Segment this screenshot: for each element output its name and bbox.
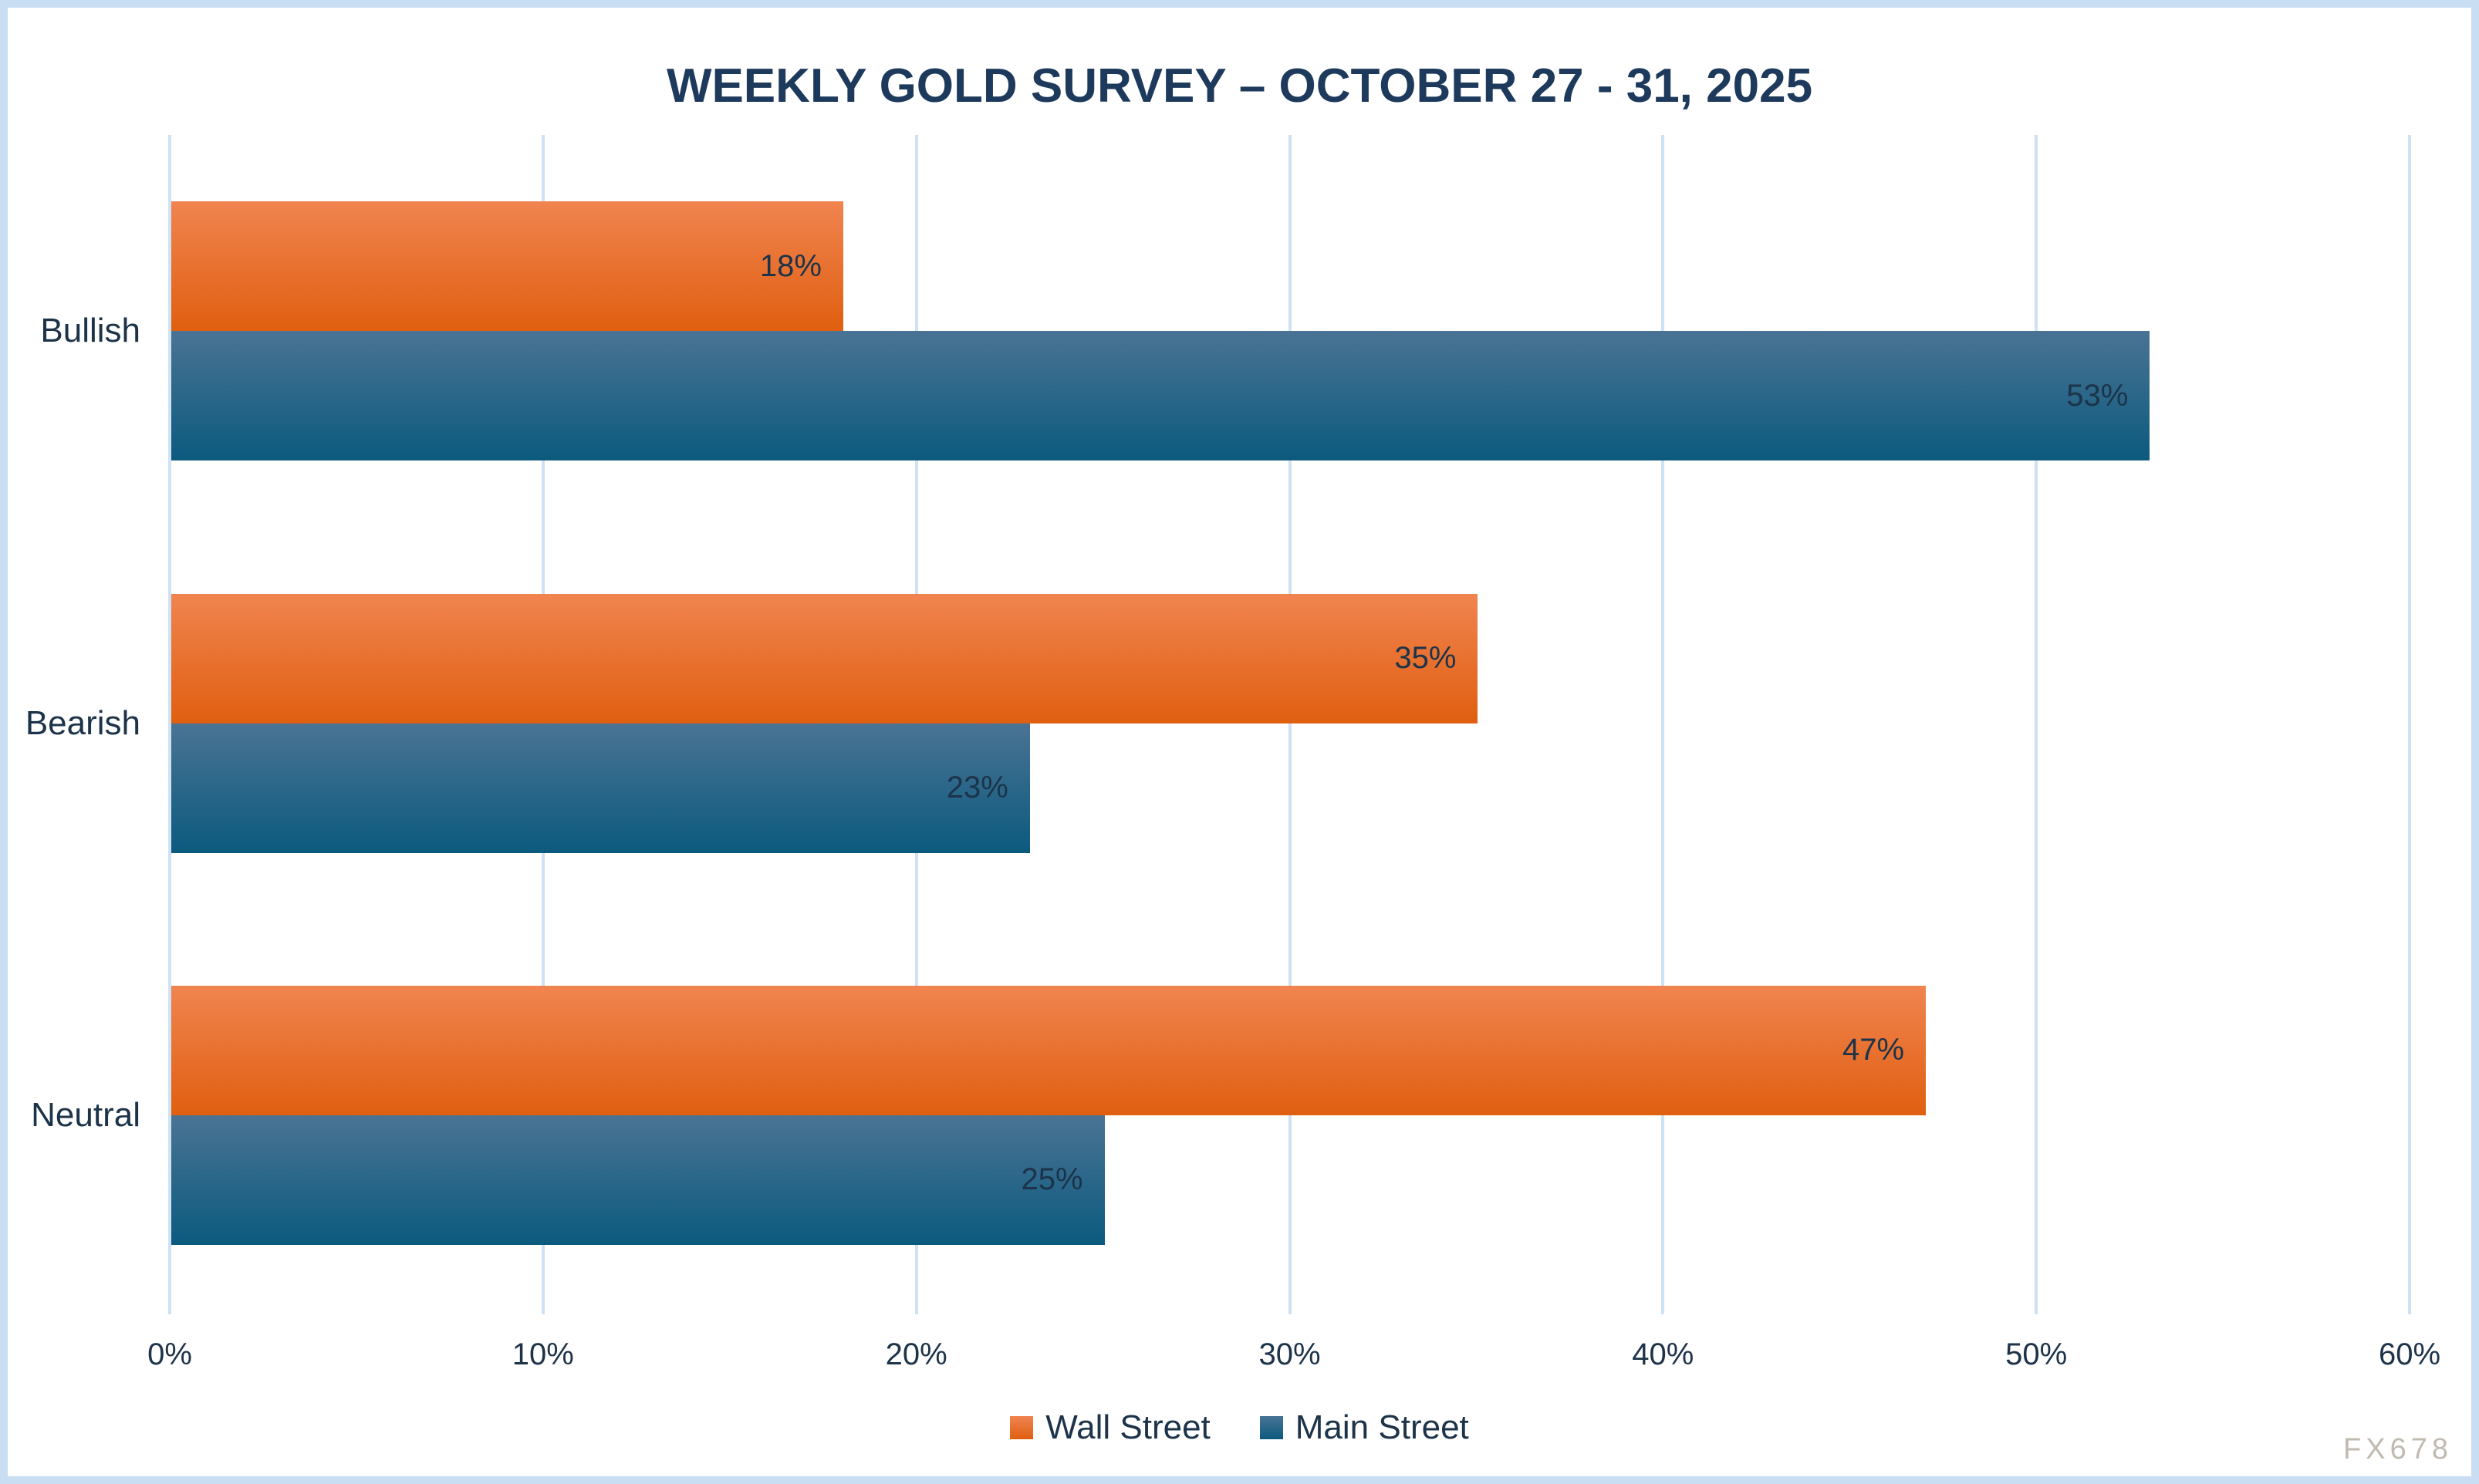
legend: Wall Street Main Street (0, 1408, 2479, 1447)
x-tick-label-0: 0% (147, 1337, 192, 1371)
category-label-neutral: Neutral (31, 1095, 140, 1134)
x-tick-label-10: 10% (512, 1337, 574, 1371)
x-tick-label-40: 40% (1632, 1337, 1694, 1371)
bar-wall-street-neutral: 47% (171, 985, 1927, 1115)
gridline-30 (1288, 135, 1292, 1314)
bar-wall-street-bearish: 35% (171, 593, 1478, 723)
bar-main-street-bullish: 53% (171, 331, 2150, 461)
x-tick-label-20: 20% (885, 1337, 947, 1371)
x-tick-label-60: 60% (2378, 1337, 2441, 1371)
bar-wall-street-bullish: 18% (171, 201, 843, 332)
legend-swatch-main-street (1259, 1416, 1283, 1439)
bar-main-street-neutral: 25% (171, 1115, 1105, 1245)
bar-value-label: 47% (1842, 1033, 1905, 1067)
category-label-bullish: Bullish (40, 312, 140, 350)
bar-value-label: 35% (1394, 641, 1457, 675)
legend-label-main-street: Main Street (1295, 1408, 1469, 1446)
gridline-50 (2035, 135, 2038, 1314)
bar-value-label: 18% (759, 248, 822, 283)
bar-value-label: 25% (1021, 1162, 1083, 1197)
watermark: FX678 (2343, 1433, 2453, 1465)
chart-title: WEEKLY GOLD SURVEY – OCTOBER 27 - 31, 20… (666, 59, 1813, 113)
legend-label-wall-street: Wall Street (1045, 1408, 1211, 1446)
legend-item-wall-street: Wall Street (1010, 1408, 1211, 1447)
bar-value-label: 23% (946, 771, 1008, 804)
gridline-0 (168, 135, 171, 1314)
legend-swatch-wall-street (1010, 1416, 1034, 1439)
gridline-60 (2408, 135, 2411, 1314)
x-tick-label-30: 30% (1258, 1337, 1321, 1371)
bar-main-street-bearish: 23% (171, 723, 1030, 853)
category-label-bearish: Bearish (25, 703, 140, 742)
legend-item-main-street: Main Street (1259, 1408, 1469, 1447)
x-tick-label-50: 50% (2005, 1337, 2068, 1371)
gridline-40 (1661, 135, 1665, 1314)
bar-value-label: 53% (2066, 378, 2129, 413)
